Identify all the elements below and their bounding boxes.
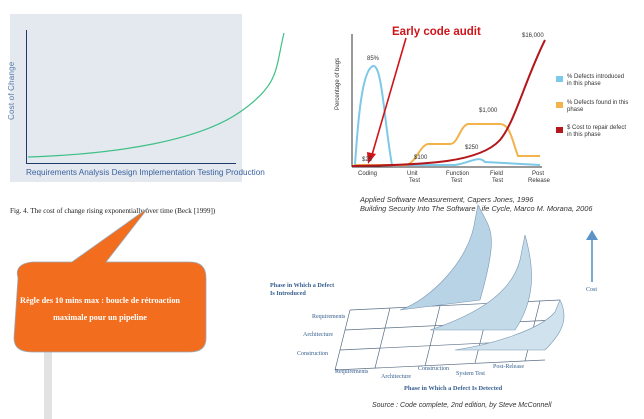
col-label: Construction [418,366,449,372]
cost-of-change-chart [10,14,242,182]
legend-swatch-cost [556,127,563,133]
y-axis [26,30,27,164]
x-label: Function [446,171,470,177]
phase-label: Production [225,168,265,177]
source-line-1: Applied Software Measurement, Capers Jon… [360,195,534,204]
col-label: Architecture [381,374,411,380]
x-label: Test [409,178,421,184]
defects-introduced-curve [354,65,541,166]
phase-axis-labels: Requirements Analysis Design Implementat… [26,168,265,177]
col-label: Post-Release [493,364,524,370]
audit-arrow-head [367,152,376,164]
phase-label: Analysis [78,168,110,177]
phase-label: Implementation [139,168,196,177]
defects-found-curve [355,123,540,166]
figure-caption: Fig. 4. The cost of change rising expone… [10,207,216,215]
phase-detected-title: Phase in Which a Defect Is Detected [404,385,503,392]
legend-swatch-found [556,102,563,108]
row-label: Requirements [312,314,346,320]
legend-found: % Defects found in this phase [567,100,629,113]
x-label: Release [528,178,551,184]
phase-label: Design [111,168,138,177]
peak-label: 85% [367,56,380,62]
fin-architecture [429,234,532,331]
cost-arrow-head [586,230,598,240]
x-label: Coding [358,171,378,177]
figure-c-source: Source : Code complete, 2nd edition, by … [372,402,552,409]
x-label: Field [490,171,504,177]
speech-bubble [13,207,207,353]
start-cost-label: $25 [362,157,373,163]
x-label: Test [451,178,463,184]
end-cost-label: $16,000 [522,33,544,39]
fin-construction [454,299,565,351]
legend-introduced: % Defects introduced in this phase [567,74,625,87]
func-cost-label: $1,000 [479,108,498,114]
x-label: Post [532,171,545,177]
row-label: Architecture [303,332,333,338]
col-label: Requirements [335,369,369,375]
unit-cost-label: $100 [414,155,428,161]
callout-text: Règle des 10 mins max : boucle de rétroa… [20,296,180,322]
cost-curve [27,32,285,158]
col-label: System Test [456,371,485,377]
phase-label: Requirements [26,168,77,177]
repair-cost-curve [351,39,546,167]
legend-cost: $ Cost to repair defect in this phase [567,125,627,138]
field-cost-label: $250 [465,145,479,151]
phase-introduced-title: Phase in Which a Defect Is Introduced [270,282,335,297]
legend-swatch-introduced [556,76,563,82]
cost-label: Cost [586,287,598,293]
x-label: Unit [407,171,418,177]
fin-requirements [399,204,492,311]
phase-label: Testing [197,168,224,177]
source-line-2: Building Security Into The Software Life… [360,204,593,213]
chart-title: Early code audit [392,26,481,38]
audit-arrow [371,37,407,156]
x-axis [26,163,236,164]
x-label: Test [492,178,504,184]
row-label: Construction [297,351,328,357]
